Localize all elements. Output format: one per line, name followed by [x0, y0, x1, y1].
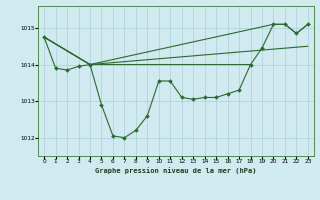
X-axis label: Graphe pression niveau de la mer (hPa): Graphe pression niveau de la mer (hPa): [95, 167, 257, 174]
